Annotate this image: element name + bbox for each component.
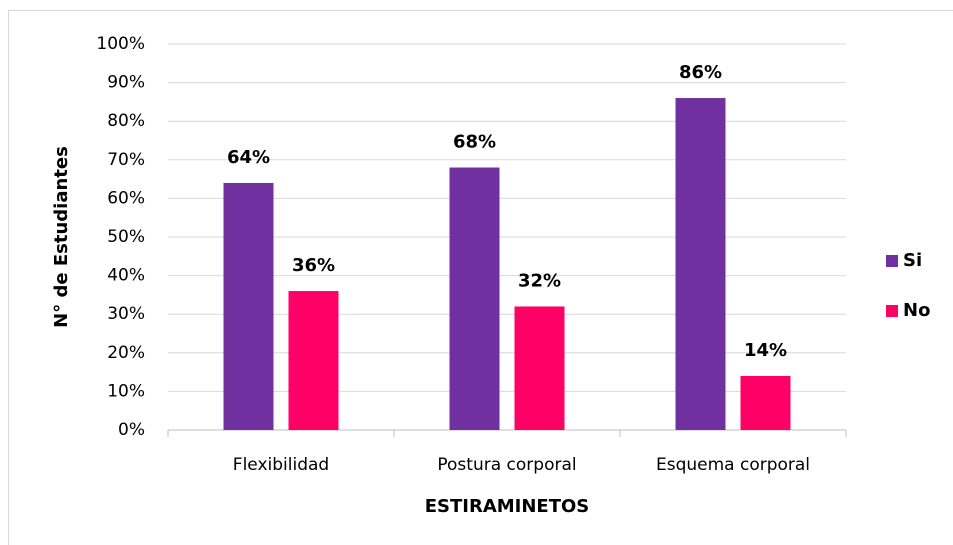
- y-tick-label: 10%: [107, 381, 145, 401]
- y-axis-title: N° de Estudiantes: [51, 146, 72, 328]
- data-label: 36%: [292, 255, 335, 276]
- data-label: 68%: [453, 132, 496, 153]
- x-tick-label: Flexibilidad: [233, 455, 329, 475]
- data-label: 64%: [227, 147, 270, 168]
- y-tick-label: 40%: [107, 266, 145, 286]
- bar: [675, 98, 726, 430]
- y-tick-label: 0%: [118, 420, 145, 440]
- y-tick-label: 90%: [107, 73, 145, 93]
- y-tick-label: 70%: [107, 150, 145, 170]
- data-label: 14%: [744, 340, 787, 361]
- y-tick-label: 20%: [107, 343, 145, 363]
- legend-label: No: [903, 300, 930, 321]
- legend-label: Si: [903, 250, 922, 271]
- x-axis-title: ESTIRAMINETOS: [425, 496, 590, 517]
- bar: [740, 375, 791, 430]
- x-tick-label: Postura corporal: [437, 455, 576, 475]
- x-tick-label: Esquema corporal: [656, 455, 810, 475]
- data-label: 86%: [679, 62, 722, 83]
- chart-border: [8, 10, 953, 545]
- legend-swatch: [886, 305, 898, 317]
- bar: [449, 167, 500, 430]
- bar: [514, 306, 565, 430]
- bar: [223, 182, 274, 430]
- y-tick-label: 60%: [107, 188, 145, 208]
- y-tick-label: 80%: [107, 111, 145, 131]
- y-tick-label: 100%: [96, 34, 145, 54]
- y-tick-label: 30%: [107, 304, 145, 324]
- y-tick-label: 50%: [107, 227, 145, 247]
- legend-swatch: [886, 255, 898, 267]
- bar: [288, 291, 339, 430]
- data-label: 32%: [518, 270, 561, 291]
